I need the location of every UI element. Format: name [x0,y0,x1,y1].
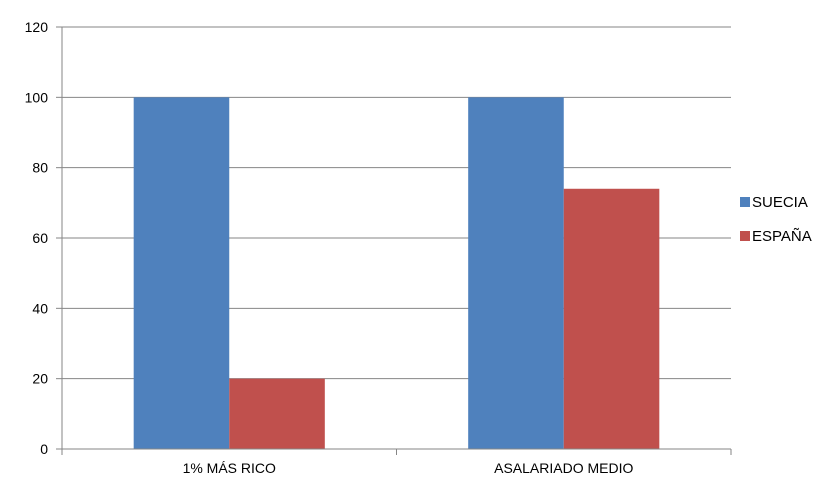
legend-swatch [740,197,750,207]
x-tick-label: 1% MÁS RICO [183,460,276,476]
bar-españa [563,188,660,449]
axes: 0 20 40 60 80 100 120 1% MÁS RICO ASALARIADO MED… [25,19,732,476]
bar-españa [229,378,325,449]
bars [133,97,660,449]
y-tick-label: 20 [32,371,48,387]
y-tick-label: 0 [40,441,48,457]
y-tick-label: 100 [25,89,49,105]
y-tick-label: 60 [32,230,48,246]
legend-swatch [740,231,750,241]
bar-suecia [133,97,230,449]
y-tick-label: 40 [32,300,48,316]
y-tick-label: 120 [25,19,49,35]
legend-label: SUECIA [752,194,808,211]
bar-suecia [468,97,564,449]
legend: SUECIA ESPAÑA [740,194,812,245]
legend-label: ESPAÑA [752,228,812,245]
x-tick-label: ASALARIADO MEDIO [494,460,633,476]
y-tick-label: 80 [32,160,48,176]
